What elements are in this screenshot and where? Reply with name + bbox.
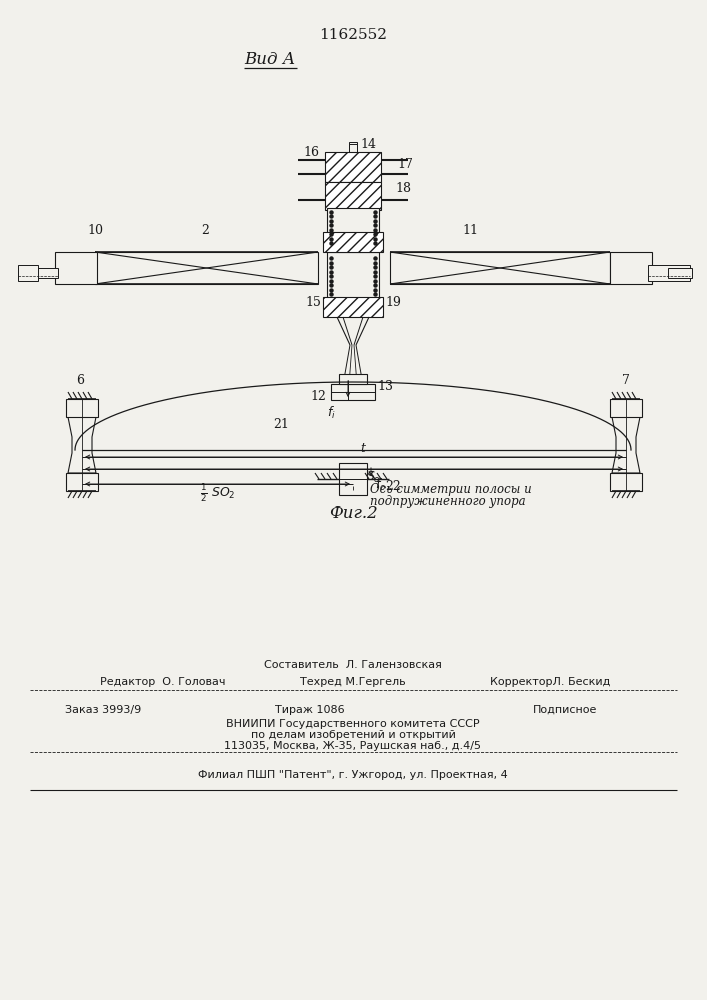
Text: 113035, Москва, Ж-35, Раушская наб., д.4/5: 113035, Москва, Ж-35, Раушская наб., д.4… bbox=[225, 741, 481, 751]
Text: КорректорЛ. Бескид: КорректорЛ. Бескид bbox=[490, 677, 610, 687]
Text: $S_o$: $S_o$ bbox=[366, 469, 380, 485]
Bar bbox=[66, 399, 98, 417]
Text: 12: 12 bbox=[310, 390, 326, 403]
Text: 13: 13 bbox=[377, 380, 393, 393]
Bar bbox=[18, 268, 58, 278]
Text: 21: 21 bbox=[273, 418, 289, 432]
Text: Подписное: Подписное bbox=[533, 705, 597, 715]
Bar bbox=[610, 252, 652, 284]
Text: Составитель  Л. Галензовская: Составитель Л. Галензовская bbox=[264, 660, 442, 670]
Bar bbox=[349, 144, 357, 152]
Bar bbox=[323, 297, 383, 317]
Bar bbox=[668, 268, 692, 278]
Bar bbox=[323, 232, 383, 252]
Text: Редактор  О. Головач: Редактор О. Головач bbox=[100, 677, 226, 687]
Text: 11: 11 bbox=[462, 224, 478, 236]
Text: Техред М.Гергель: Техред М.Гергель bbox=[300, 677, 406, 687]
Text: 17: 17 bbox=[397, 157, 413, 170]
Text: 19: 19 bbox=[385, 296, 401, 308]
Bar bbox=[325, 182, 381, 210]
Bar bbox=[390, 252, 610, 284]
Polygon shape bbox=[612, 417, 640, 473]
Text: ВНИИПИ Государственного комитета СССР: ВНИИПИ Государственного комитета СССР bbox=[226, 719, 480, 729]
Text: 14: 14 bbox=[360, 137, 376, 150]
Text: по делам изобретений и открытий: по делам изобретений и открытий bbox=[250, 730, 455, 740]
Text: 2: 2 bbox=[201, 224, 209, 236]
Text: Тираж 1086: Тираж 1086 bbox=[275, 705, 345, 715]
Bar bbox=[18, 265, 38, 281]
Text: Филиал ПШП "Патент", г. Ужгород, ул. Проектная, 4: Филиал ПШП "Патент", г. Ужгород, ул. Про… bbox=[198, 770, 508, 780]
Bar bbox=[327, 208, 379, 252]
Bar bbox=[55, 252, 97, 284]
Text: 6: 6 bbox=[76, 373, 84, 386]
Text: 15: 15 bbox=[305, 296, 321, 308]
Text: Заказ 3993/9: Заказ 3993/9 bbox=[65, 705, 141, 715]
Bar bbox=[327, 252, 379, 300]
Bar bbox=[648, 265, 690, 281]
Text: 7: 7 bbox=[622, 373, 630, 386]
Text: $\frac{1}{2}\ SO_2$: $\frac{1}{2}\ SO_2$ bbox=[200, 482, 236, 504]
Text: 22: 22 bbox=[385, 480, 401, 492]
Text: 18: 18 bbox=[395, 182, 411, 194]
Text: Вид А: Вид А bbox=[245, 51, 296, 68]
Text: Фиг.2: Фиг.2 bbox=[329, 504, 378, 522]
Text: 16: 16 bbox=[303, 146, 319, 159]
Text: подпружиненного упора: подпружиненного упора bbox=[370, 494, 525, 508]
Bar bbox=[95, 252, 318, 284]
Bar bbox=[339, 374, 367, 384]
Bar bbox=[325, 152, 381, 182]
Bar bbox=[349, 142, 357, 317]
Text: $f_o$: $f_o$ bbox=[375, 477, 386, 493]
Bar bbox=[331, 384, 375, 400]
Polygon shape bbox=[68, 417, 96, 473]
Bar bbox=[610, 473, 642, 491]
Text: Ось симметрии полосы и: Ось симметрии полосы и bbox=[370, 484, 532, 496]
Bar bbox=[66, 473, 98, 491]
Bar bbox=[610, 399, 642, 417]
Text: 1162552: 1162552 bbox=[319, 28, 387, 42]
Text: $f_i$: $f_i$ bbox=[327, 405, 336, 421]
Text: 10: 10 bbox=[87, 224, 103, 236]
Text: t: t bbox=[361, 442, 366, 456]
Bar bbox=[339, 463, 367, 495]
